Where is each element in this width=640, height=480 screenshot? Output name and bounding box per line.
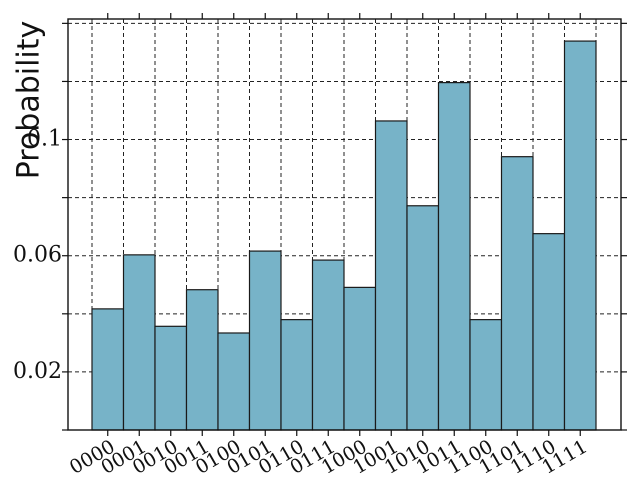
plot-frame — [67, 18, 622, 431]
bar-0101 — [248, 250, 282, 431]
bar-1011 — [437, 82, 471, 431]
bar-1000 — [343, 286, 377, 431]
y-axis-label: Probability — [12, 21, 47, 180]
y-tick-label: 0.06 — [13, 243, 62, 268]
bar-1010 — [406, 205, 440, 431]
bar-1111 — [563, 40, 597, 431]
bar-0011 — [185, 289, 219, 431]
bar-0111 — [311, 259, 345, 431]
bar-0110 — [280, 319, 314, 431]
bar-0010 — [154, 325, 188, 431]
bars — [91, 40, 597, 431]
y-tick-label: 0.02 — [13, 359, 62, 384]
bar-1100 — [469, 319, 503, 431]
bar-0100 — [217, 332, 251, 431]
bar-1101 — [500, 156, 534, 431]
bar-1001 — [374, 120, 408, 431]
bar-0000 — [91, 308, 125, 431]
bar-1110 — [532, 233, 566, 431]
bar-0001 — [122, 254, 156, 431]
y-axis: 0.02 0.06 0.1 — [13, 22, 627, 431]
y-tick-label: 0.1 — [27, 127, 62, 152]
